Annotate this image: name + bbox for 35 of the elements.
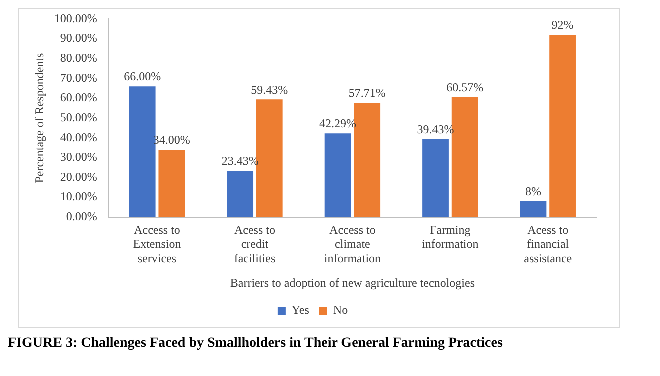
data-label: 8% — [525, 184, 542, 199]
y-tick-label: 90.00% — [60, 31, 98, 46]
data-label: 66.00% — [124, 70, 162, 84]
bar — [158, 150, 186, 218]
legend-label: No — [333, 303, 348, 318]
x-tick-label: Access to Extension services — [133, 222, 182, 266]
text: FIGURE 3: Challenges Faced by Smallholders in Their General Farming Practices — [8, 336, 504, 352]
x-tick-label: Farming information — [422, 222, 479, 252]
y-tick-label: 100.00% — [54, 11, 98, 26]
y-tick-label: 20.00% — [60, 170, 98, 184]
bar — [227, 170, 254, 218]
bar — [324, 134, 352, 218]
legend-label: Yes — [292, 303, 310, 318]
bar — [520, 202, 547, 218]
y-tick-label: 70.00% — [60, 70, 98, 85]
data-label: 57.71% — [348, 86, 386, 100]
y-tick-label: 40.00% — [60, 130, 98, 144]
y-tick-label: 30.00% — [60, 150, 98, 164]
x-tick-label: Acess to financial assistance — [524, 222, 572, 266]
y-tick-label: 60.00% — [60, 90, 98, 105]
data-label: 59.43% — [251, 82, 288, 97]
data-label: 60.57% — [446, 80, 484, 95]
data-label: 92% — [552, 18, 574, 32]
y-tick-label: 10.00% — [60, 190, 98, 204]
y-tick-label: 0.00% — [66, 210, 98, 224]
bar — [550, 35, 576, 218]
x-tick-label: Acess to credit facilities — [234, 222, 276, 266]
x-axis-title: Barriers to adoption of new agriculture tecnologies — [230, 276, 476, 290]
y-tick-label: 50.00% — [60, 110, 98, 124]
y-tick-label: 80.00% — [60, 50, 98, 65]
bar — [354, 103, 381, 218]
y-axis-title: Percentage of Respondents — [32, 52, 46, 184]
x-tick-label: Access to climate information — [324, 222, 382, 266]
bar — [129, 86, 156, 218]
bar — [422, 139, 449, 218]
